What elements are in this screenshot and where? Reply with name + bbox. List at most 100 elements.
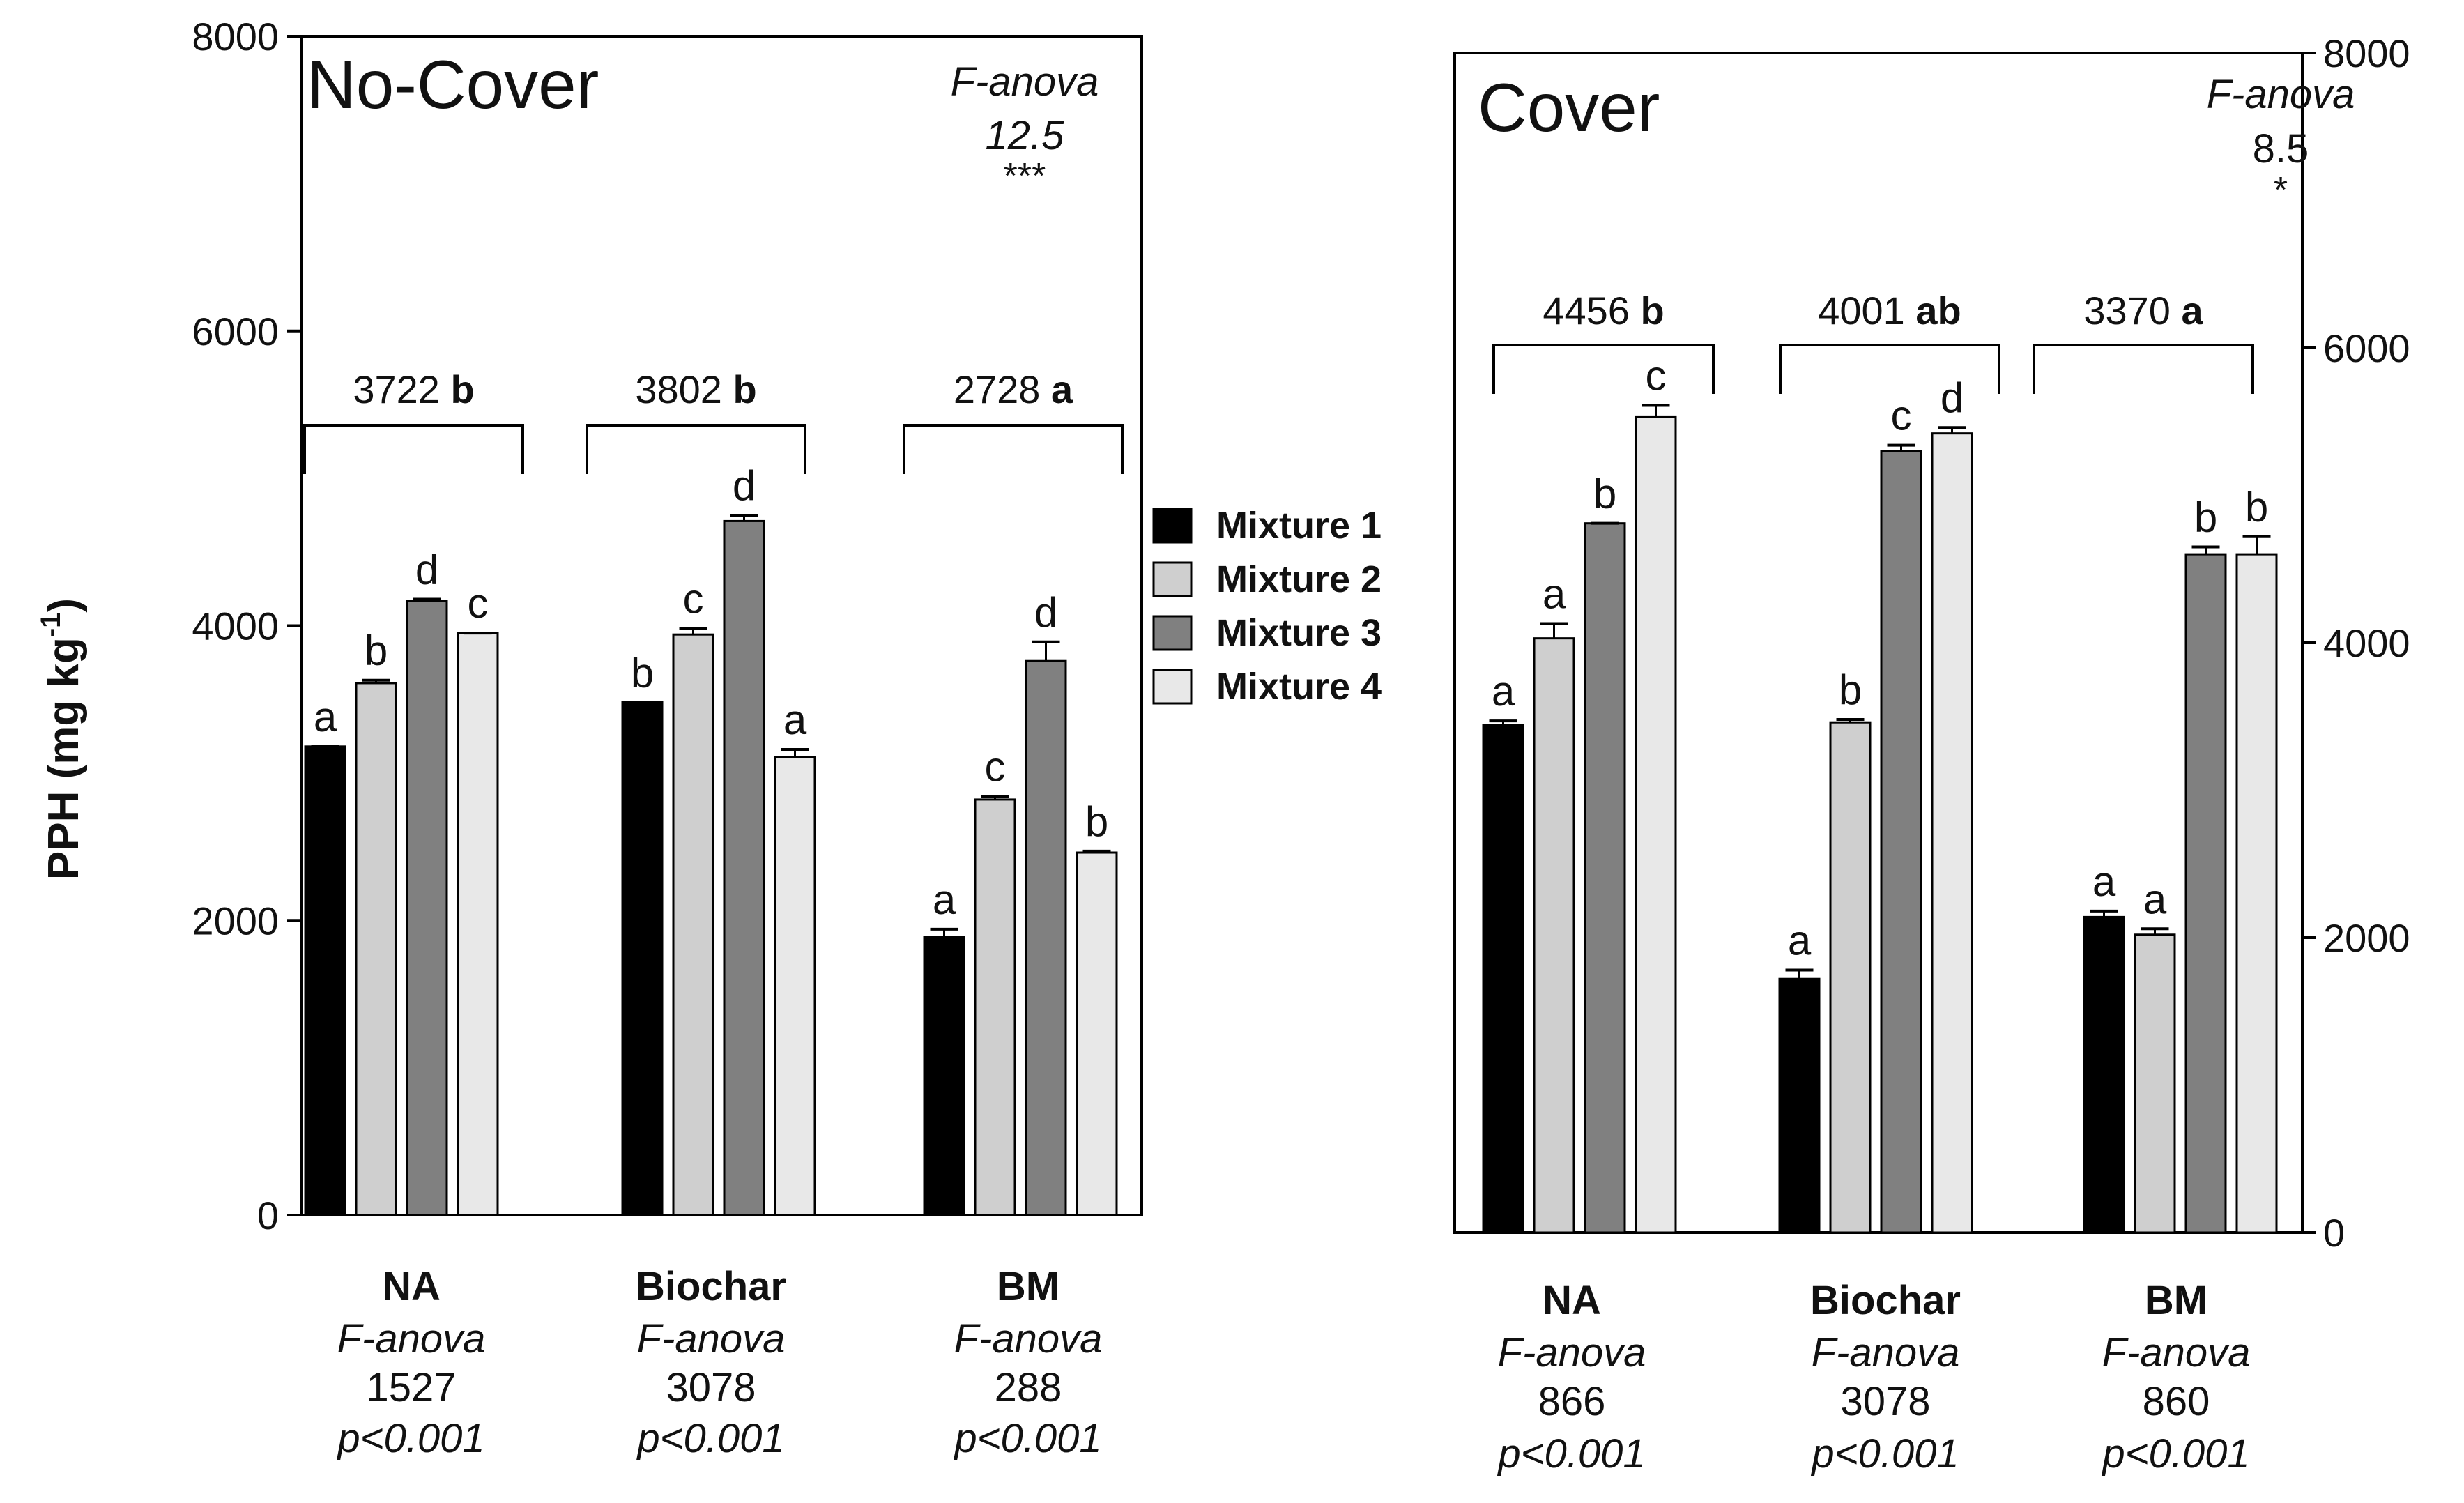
cover-group-anova-label: F-anova — [1812, 1330, 1960, 1375]
legend-swatch-mixture-1 — [1152, 508, 1193, 544]
cover-significance-letter: a — [2092, 858, 2116, 905]
cover-bar-bm-mixture-4 — [2235, 553, 2278, 1234]
no-cover-group-anova-label: F-anova — [637, 1316, 786, 1361]
cover-group-anova-value: 3078 — [1840, 1379, 1930, 1424]
no-cover-significance-letter: b — [631, 649, 654, 696]
no-cover-significance-letter: a — [314, 694, 337, 740]
no-cover-significance-letter: d — [1034, 589, 1057, 636]
cover-group-bracket — [2033, 344, 2254, 394]
cover-panel-title: Cover — [1478, 69, 1660, 146]
no-cover-significance-letter: b — [1085, 798, 1108, 845]
no-cover-group-mean-value: 3722 — [353, 367, 450, 411]
cover-significance-letter: a — [2143, 876, 2167, 922]
no-cover-significance-letter: c — [468, 580, 489, 627]
no-cover-y-tick-label: 2000 — [192, 899, 279, 943]
panel-no-cover: 0 2000 4000 6000 8000 No-Cover F-anova 12.5*** a… — [192, 15, 1143, 1461]
legend: Mixture 1 Mixture 2 Mixture 3 Mixture 4 — [1152, 505, 1382, 708]
cover-bar-na-mixture-4 — [1635, 415, 1677, 1234]
no-cover-y-tick-label: 4000 — [192, 604, 279, 648]
no-cover-significance-letter: c — [683, 576, 704, 623]
no-cover-bar-bm-mixture-3 — [1025, 659, 1067, 1216]
cover-overall-anova-significance: * — [2274, 170, 2288, 211]
cover-group-anova-label: F-anova — [1498, 1330, 1646, 1375]
no-cover-group-bracket — [303, 424, 524, 474]
cover-group-mean-letter: a — [2181, 289, 2203, 333]
cover-significance-letter: b — [1593, 471, 1616, 517]
no-cover-bar-biochar-mixture-2 — [672, 633, 714, 1216]
no-cover-y-tick-label: 0 — [257, 1193, 279, 1237]
no-cover-group-anova-label: F-anova — [337, 1316, 486, 1361]
y-axis-label-close: ) — [40, 598, 88, 613]
no-cover-group-mean: 3722 b — [353, 367, 474, 411]
no-cover-group-bracket — [586, 424, 806, 474]
no-cover-significance-letter: a — [783, 696, 807, 743]
cover-group-mean: 4001 ab — [1818, 289, 1961, 333]
legend-swatch-mixture-3 — [1152, 615, 1193, 651]
cover-significance-letter: b — [2245, 484, 2268, 531]
cover-group-anova-p: p<0.001 — [2101, 1431, 2249, 1477]
no-cover-category-label: Biochar — [636, 1264, 786, 1309]
no-cover-bar-biochar-mixture-1 — [621, 701, 664, 1216]
cover-group-mean: 3370 a — [2083, 289, 2203, 333]
no-cover-overall-anova-significance: *** — [1004, 156, 1046, 197]
no-cover-group-anova-value: 1527 — [366, 1365, 456, 1410]
no-cover-group-mean: 2728 a — [954, 367, 1073, 411]
cover-y-tick-label: 6000 — [2323, 326, 2410, 370]
cover-group-anova-value: 860 — [2143, 1379, 2210, 1424]
no-cover-group-mean-letter: b — [733, 367, 756, 411]
cover-y-tick-label: 2000 — [2323, 916, 2410, 960]
cover-group-mean-letter: b — [1640, 289, 1664, 333]
no-cover-bar-bm-mixture-1 — [923, 936, 965, 1216]
no-cover-bar-biochar-mixture-4 — [774, 756, 816, 1216]
cover-y-tick-label: 0 — [2323, 1211, 2345, 1255]
no-cover-category-label: BM — [997, 1264, 1059, 1309]
no-cover-group-mean-value: 2728 — [954, 367, 1051, 411]
no-cover-group-mean-value: 3802 — [635, 367, 733, 411]
legend-swatch-mixture-4 — [1152, 669, 1193, 705]
cover-bar-biochar-mixture-4 — [1931, 432, 1973, 1234]
cover-bar-na-mixture-2 — [1533, 637, 1575, 1234]
no-cover-bar-bm-mixture-2 — [974, 798, 1016, 1216]
cover-y-tick-label: 4000 — [2323, 621, 2410, 665]
cover-overall-anova-value: 8.5 — [2253, 126, 2309, 171]
legend-label-mixture-4: Mixture 4 — [1216, 666, 1382, 708]
no-cover-group-mean: 3802 b — [635, 367, 756, 411]
no-cover-y-tick-label: 6000 — [192, 310, 279, 353]
cover-bar-na-mixture-1 — [1482, 724, 1524, 1234]
cover-significance-letter: a — [1492, 668, 1515, 715]
no-cover-group-bracket — [903, 424, 1124, 474]
cover-bar-na-mixture-3 — [1584, 522, 1626, 1234]
cover-group-mean-letter: ab — [1915, 289, 1961, 333]
legend-item-mixture-1: Mixture 1 — [1152, 505, 1382, 547]
no-cover-panel-title: No-Cover — [307, 46, 599, 123]
no-cover-overall-anova-label: F-anova — [951, 59, 1099, 105]
y-axis-label-main: PPH (mg kg — [40, 637, 88, 880]
cover-significance-letter: c — [1891, 392, 1912, 439]
cover-group-mean-value: 4001 — [1818, 289, 1915, 333]
no-cover-group-anova-p: p<0.001 — [953, 1416, 1101, 1461]
no-cover-significance-letter: d — [733, 462, 756, 509]
no-cover-bar-na-mixture-2 — [355, 682, 397, 1216]
cover-bar-bm-mixture-2 — [2134, 933, 2176, 1234]
no-cover-significance-letter: d — [415, 546, 438, 593]
legend-label-mixture-1: Mixture 1 — [1216, 505, 1382, 547]
legend-swatch-mixture-2 — [1152, 561, 1193, 597]
cover-group-anova-label: F-anova — [2102, 1330, 2251, 1375]
cover-category-label: Biochar — [1810, 1278, 1961, 1323]
cover-significance-letter: b — [2194, 494, 2217, 541]
no-cover-group-mean-letter: a — [1051, 367, 1073, 411]
cover-group-anova-p: p<0.001 — [1497, 1431, 1645, 1477]
cover-category-label: NA — [1543, 1278, 1601, 1323]
cover-group-bracket — [1779, 344, 2000, 394]
cover-significance-letter: a — [1788, 917, 1812, 964]
cover-bar-biochar-mixture-3 — [1880, 450, 1922, 1234]
no-cover-bar-na-mixture-1 — [304, 745, 346, 1216]
legend-item-mixture-3: Mixture 3 — [1152, 612, 1382, 654]
no-cover-group-anova-value: 3078 — [666, 1365, 756, 1410]
cover-bar-biochar-mixture-2 — [1829, 721, 1872, 1234]
no-cover-group-anova-p: p<0.001 — [636, 1416, 784, 1461]
no-cover-bar-na-mixture-4 — [457, 632, 499, 1216]
cover-group-mean-value: 4456 — [1543, 289, 1640, 333]
cover-bar-bm-mixture-3 — [2184, 553, 2227, 1234]
